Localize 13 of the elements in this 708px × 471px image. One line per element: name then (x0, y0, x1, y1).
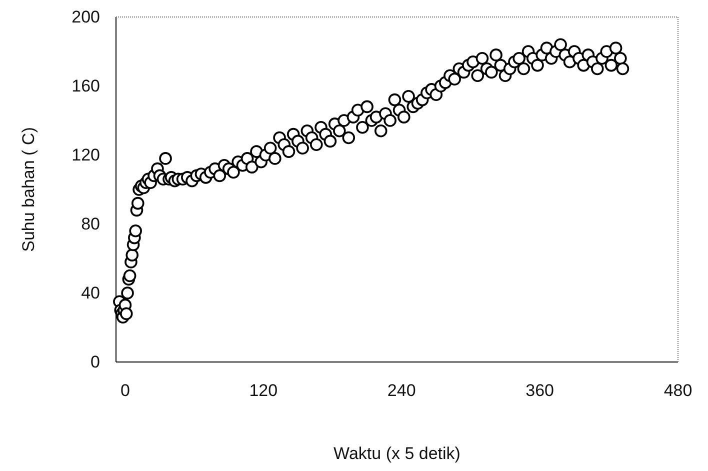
x-tick-label: 480 (664, 381, 692, 400)
y-tick-label: 200 (72, 7, 100, 26)
x-tick-label: 360 (526, 381, 554, 400)
x-tick-label: 240 (387, 381, 416, 400)
y-tick-label: 120 (72, 145, 100, 164)
y-tick-label: 40 (81, 283, 100, 302)
y-tick-label: 80 (81, 214, 100, 234)
x-axis-title: Waktu (x 5 detik) (334, 444, 460, 463)
y-tick-label: 0 (90, 352, 100, 372)
x-tick-label: 120 (249, 381, 278, 400)
x-tick-label: 0 (120, 381, 130, 400)
y-axis-title: Suhu bahan ( C) (19, 127, 38, 252)
y-tick-label: 160 (72, 76, 100, 96)
